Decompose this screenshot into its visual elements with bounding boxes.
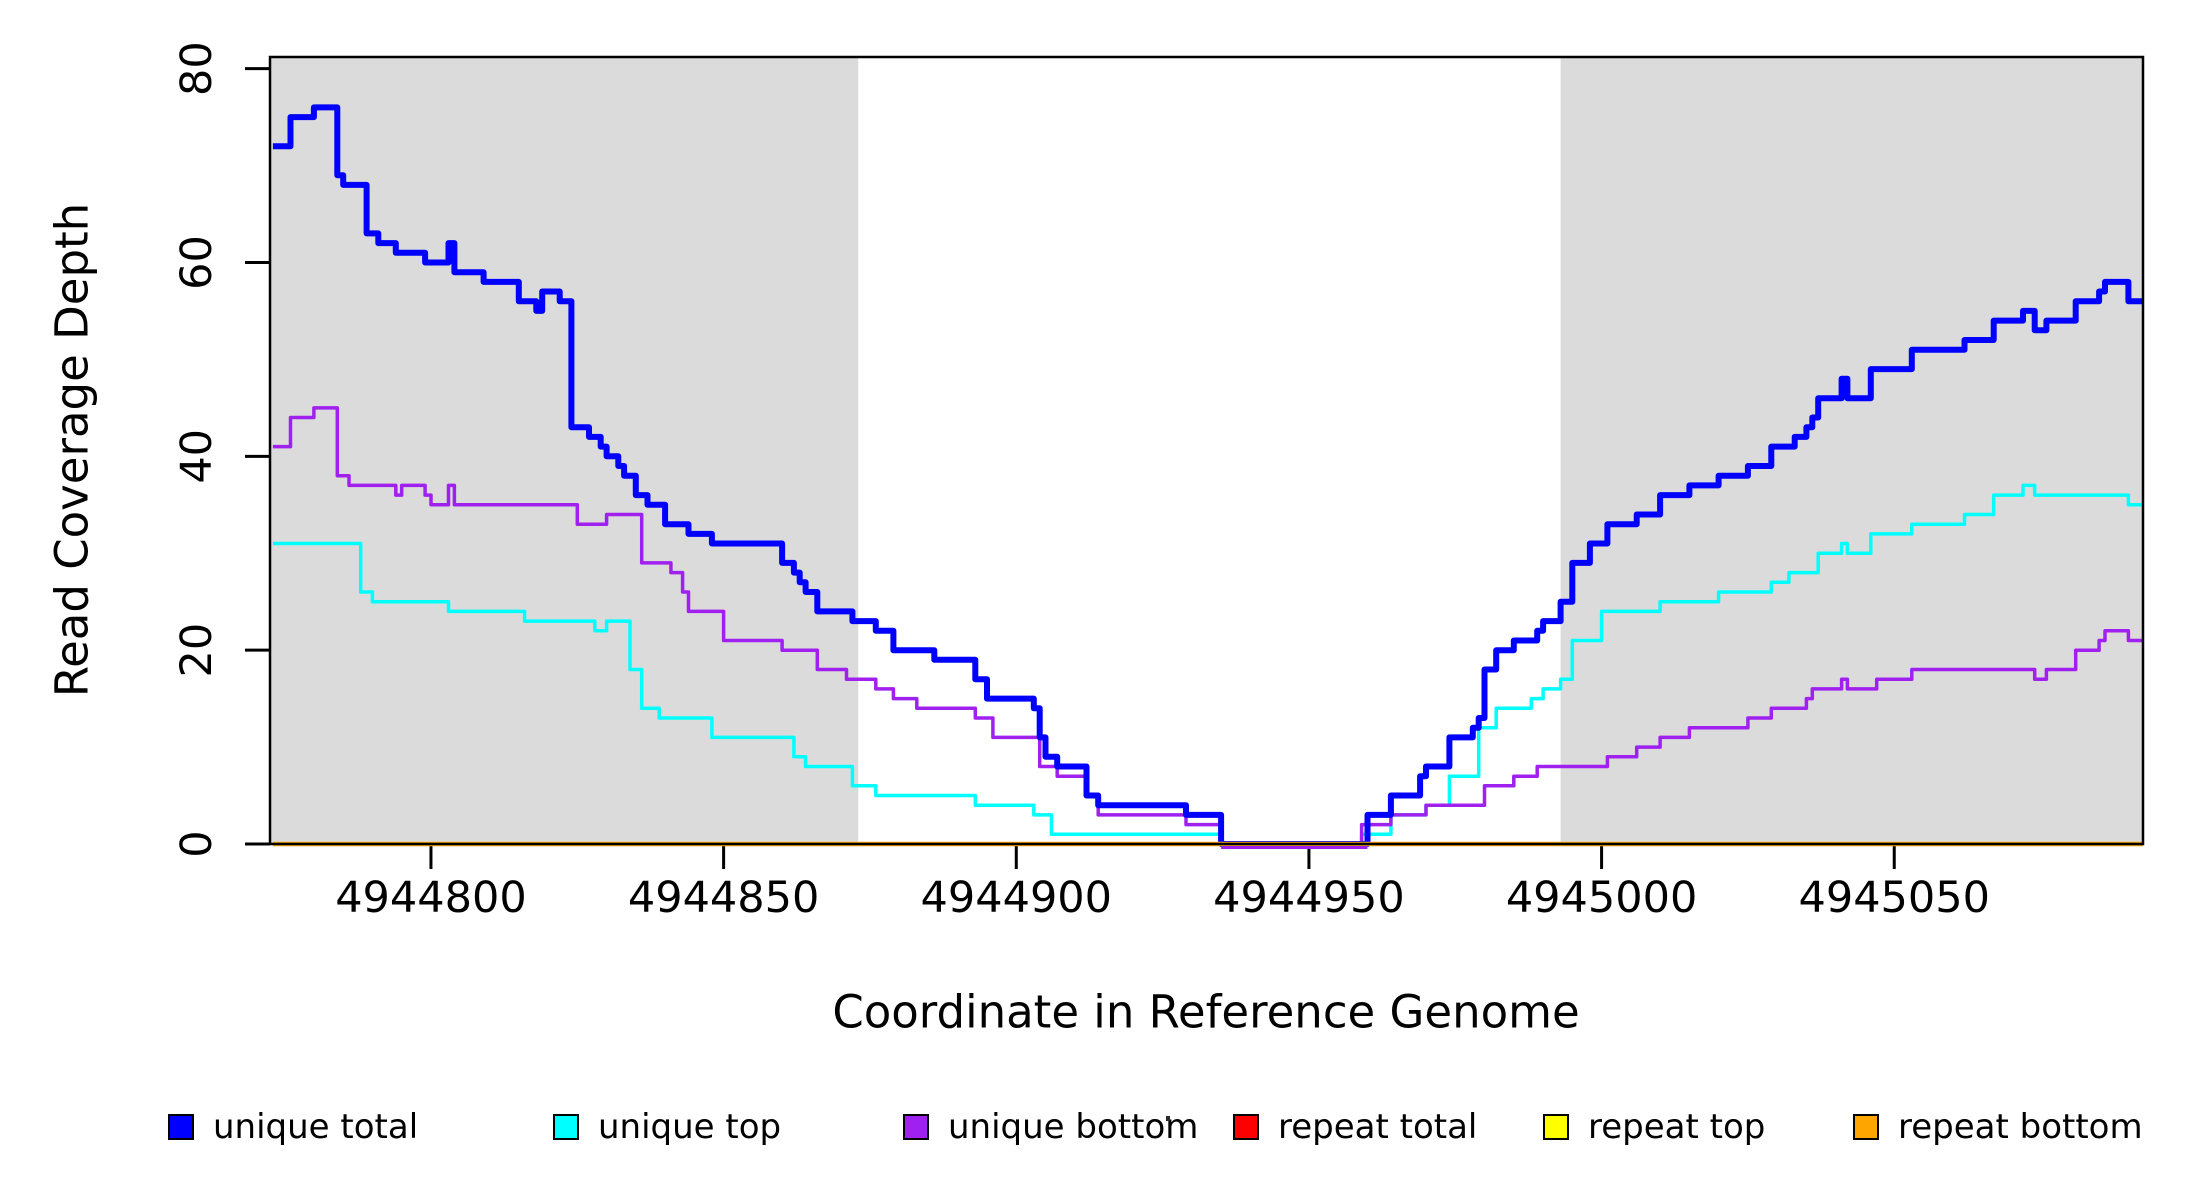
legend-item-repeat-top: repeat top	[1543, 1107, 1765, 1147]
y-axis-title: Read Coverage Depth	[45, 202, 99, 698]
legend-label: unique top	[598, 1107, 782, 1147]
x-axis-title: Coordinate in Reference Genome	[832, 985, 1580, 1039]
y-tick-label: 60	[172, 235, 222, 290]
series-unique-total-line	[272, 104, 2143, 847]
legend-label: repeat bottom	[1898, 1107, 2143, 1147]
legend-item-repeat-total: repeat total	[1233, 1107, 1477, 1147]
legend-label: repeat total	[1278, 1107, 1478, 1147]
legend-item-unique-bottom: unique bottom	[903, 1107, 1198, 1147]
x-tick-label: 4945000	[1506, 873, 1698, 923]
series-unique-top-line	[272, 483, 2143, 846]
legend-dot-artifact	[1166, 1116, 1170, 1121]
shaded-region	[1560, 57, 2143, 844]
y-tick-label: 80	[172, 41, 222, 96]
y-tick-label: 20	[172, 623, 222, 678]
legend-label: repeat top	[1588, 1107, 1766, 1147]
legend-swatch-icon	[553, 1114, 579, 1140]
legend-item-unique-top: unique top	[553, 1107, 781, 1147]
legend-swatch-icon	[903, 1114, 929, 1140]
y-tick-label: 40	[172, 429, 222, 484]
x-tick-label: 4944850	[628, 873, 820, 923]
x-tick-label: 4944800	[335, 873, 527, 923]
legend-swatch-icon	[168, 1114, 194, 1140]
legend-item-unique-total: unique total	[168, 1107, 418, 1147]
x-tick-label: 4944950	[1213, 873, 1405, 923]
shaded-region	[270, 57, 859, 844]
legend-label: unique total	[213, 1107, 419, 1147]
legend-label: unique bottom	[948, 1107, 1199, 1147]
legend-swatch-icon	[1853, 1114, 1879, 1140]
x-tick-label: 4945050	[1798, 873, 1990, 923]
plot-frame	[268, 55, 2145, 846]
x-tick-label: 4944900	[921, 873, 1113, 923]
legend-item-repeat-bottom: repeat bottom	[1853, 1107, 2143, 1147]
legend-swatch-icon	[1233, 1114, 1259, 1140]
legend-swatch-icon	[1543, 1114, 1569, 1140]
y-tick-label: 0	[172, 830, 222, 857]
